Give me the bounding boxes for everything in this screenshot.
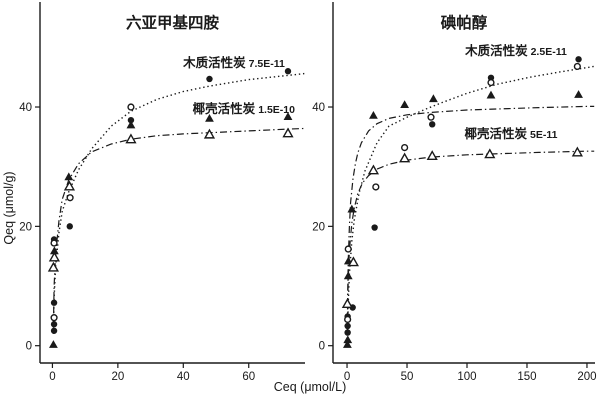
marker-circle-filled (50, 321, 58, 328)
x-tick-label: 60 (242, 371, 255, 383)
marker-triangle-filled (400, 100, 410, 109)
y-tick-label: 0 (26, 341, 32, 353)
x-tick-label: 200 (577, 371, 596, 383)
series-lignin-ac-filled-circle (344, 56, 582, 336)
marker-circle-open (401, 143, 409, 152)
marker-triangle-open (203, 128, 216, 139)
marker-circle-filled (127, 116, 135, 124)
x-tick-label: 40 (177, 371, 190, 383)
x-tick-label: 20 (111, 371, 124, 383)
marker-circle-open (66, 194, 74, 202)
marker-circle-filled (429, 121, 436, 128)
marker-triangle-filled (429, 94, 438, 103)
marker-circle-open (50, 314, 58, 322)
marker-triangle-filled (343, 271, 353, 280)
x-tick-label: 100 (457, 371, 476, 383)
x-tick-label: 0 (344, 371, 350, 383)
y-tick-label: 20 (19, 221, 32, 233)
marker-triangle-filled (343, 335, 353, 344)
marker-triangle-filled (369, 110, 378, 119)
marker-circle-filled (50, 327, 58, 334)
marker-circle-open (487, 78, 495, 87)
marker-triangle-open (282, 127, 294, 138)
marker-triangle-filled (126, 120, 136, 129)
series-coconut-ac-open-triangle (341, 146, 583, 309)
marker-triangle-filled (486, 90, 496, 99)
marker-triangle-open (484, 148, 496, 159)
y-tick-label: 20 (312, 221, 325, 233)
y-tick-label: 40 (19, 102, 32, 114)
fit-curve-lignin-ac-fit (346, 65, 595, 334)
series-lignin-ac-open-circle (344, 62, 581, 324)
marker-triangle-open (347, 256, 359, 267)
marker-triangle-filled (342, 340, 352, 348)
series-coconut-ac-open-triangle (47, 127, 294, 272)
marker-circle-open (344, 315, 352, 324)
annotation-椰壳活性炭: 椰壳活性炭 1.5E-10 (193, 101, 295, 116)
annotation-木质活性炭: 木质活性炭 7.5E-11 (182, 55, 285, 70)
y-tick-label: 40 (312, 102, 325, 114)
marker-triangle-filled (347, 204, 357, 213)
marker-circle-filled (344, 329, 351, 336)
marker-triangle-filled (64, 172, 74, 181)
marker-circle-filled (344, 322, 351, 330)
annotation-木质活性炭: 木质活性炭 2.5E-11 (464, 43, 567, 58)
x-tick-label: 150 (517, 371, 536, 383)
marker-triangle-open (426, 150, 438, 161)
marker-circle-open (427, 113, 435, 121)
marker-circle-open (372, 183, 380, 191)
marker-triangle-open (571, 146, 583, 157)
marker-triangle-open (341, 298, 353, 309)
fit-curve-coconut-ac-fit (52, 127, 305, 328)
marker-triangle-filled (283, 112, 293, 120)
series-lignin-ac-open-circle (50, 103, 135, 322)
marker-triangle-filled (49, 340, 58, 348)
series-coconut-ac-filled-triangle (49, 112, 293, 348)
marker-triangle-open (63, 180, 76, 191)
fit-curve-lignin-ac-fit (52, 72, 305, 334)
annotation-椰壳活性炭: 椰壳活性炭 5E-11 (465, 126, 558, 141)
x-tick-label: 0 (49, 371, 55, 383)
x-tick-label: 50 (401, 371, 414, 383)
marker-triangle-open (399, 152, 411, 163)
marker-circle-open (50, 239, 58, 247)
marker-triangle-open (48, 251, 60, 262)
marker-circle-filled (66, 223, 73, 230)
marker-circle-open (573, 62, 581, 71)
marker-circle-filled (371, 224, 378, 231)
marker-circle-filled (206, 75, 213, 83)
marker-circle-open (344, 245, 352, 253)
panel-title: 六亚甲基四胺 (126, 13, 220, 32)
panel-title: 碘帕醇 (441, 13, 488, 32)
y-axis-label: Qeq (μmol/g) (2, 171, 16, 244)
series-coconut-ac-filled-triangle (342, 90, 583, 348)
marker-triangle-open (125, 133, 137, 144)
marker-triangle-filled (574, 90, 583, 98)
y-tick-label: 0 (319, 341, 325, 353)
marker-triangle-open (367, 164, 380, 175)
marker-circle-filled (575, 56, 582, 63)
x-axis-label: Ceq (μmol/L) (274, 380, 347, 394)
marker-triangle-filled (205, 113, 214, 122)
marker-circle-filled (50, 299, 58, 306)
marker-triangle-filled (49, 246, 59, 255)
fit-curve-coconut-ac-fit-lower (346, 150, 595, 334)
marker-circle-open (127, 103, 135, 111)
fit-curve-coconut-ac-fit-upper (346, 105, 595, 334)
marker-triangle-open (47, 261, 60, 272)
marker-circle-filled (284, 68, 292, 75)
